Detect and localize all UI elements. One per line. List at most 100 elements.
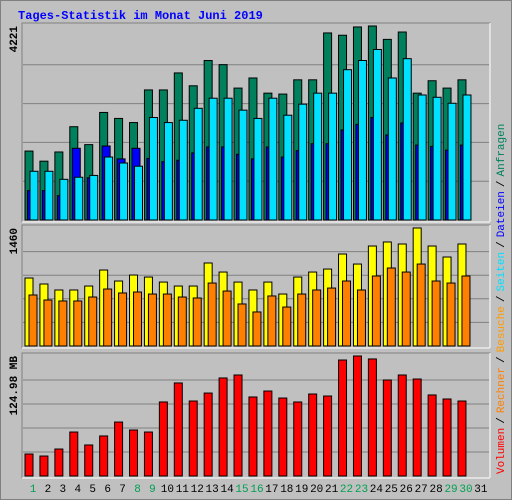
x-tick-label: 29 bbox=[444, 484, 457, 496]
legend-entry: Dateien bbox=[496, 191, 508, 237]
bar bbox=[173, 382, 183, 477]
legend-entry: Besuche bbox=[496, 306, 508, 352]
x-tick-label: 12 bbox=[191, 484, 204, 496]
bar bbox=[356, 289, 366, 347]
bar bbox=[248, 396, 258, 477]
x-tick-label: 22 bbox=[340, 484, 353, 496]
bar bbox=[297, 293, 307, 347]
bar bbox=[29, 170, 39, 221]
legend-separator: / bbox=[496, 180, 508, 187]
y-tick-label: 4221 bbox=[9, 26, 21, 53]
bar bbox=[268, 97, 278, 221]
legend-entry: Seiten bbox=[496, 252, 508, 292]
bar bbox=[457, 400, 467, 477]
bar bbox=[203, 392, 213, 477]
x-tick-label: 18 bbox=[280, 484, 293, 496]
x-tick-label: 7 bbox=[119, 484, 126, 496]
x-tick-label: 6 bbox=[104, 484, 111, 496]
bar bbox=[293, 401, 303, 477]
x-tick-label: 3 bbox=[60, 484, 67, 496]
bar bbox=[447, 102, 457, 221]
bar bbox=[28, 294, 38, 347]
bar bbox=[313, 92, 323, 221]
bar bbox=[192, 297, 202, 347]
bar bbox=[129, 429, 139, 477]
x-tick-label: 21 bbox=[325, 484, 339, 496]
bar bbox=[308, 393, 318, 477]
bar bbox=[253, 117, 263, 221]
bar bbox=[342, 280, 352, 347]
bar bbox=[39, 455, 49, 477]
bar bbox=[24, 453, 34, 477]
bar bbox=[238, 109, 248, 221]
bar bbox=[402, 58, 412, 221]
bar bbox=[233, 374, 243, 477]
y-tick-label: 1460 bbox=[9, 228, 21, 254]
bar bbox=[148, 117, 158, 221]
bar bbox=[372, 48, 382, 221]
x-tick-label: 8 bbox=[134, 484, 141, 496]
bar bbox=[278, 397, 288, 477]
bar bbox=[118, 292, 128, 347]
x-tick-label: 19 bbox=[295, 484, 308, 496]
bar bbox=[162, 293, 172, 347]
bar bbox=[357, 60, 367, 221]
x-tick-label: 24 bbox=[370, 484, 384, 496]
bar bbox=[343, 69, 353, 221]
bar bbox=[114, 421, 124, 477]
x-tick-label: 28 bbox=[430, 484, 443, 496]
x-tick-label: 13 bbox=[206, 484, 219, 496]
bar bbox=[54, 448, 64, 477]
x-tick-label: 9 bbox=[149, 484, 156, 496]
bar bbox=[416, 263, 426, 347]
legend-entry: Anfragen bbox=[496, 124, 508, 177]
bar bbox=[462, 94, 472, 221]
bar bbox=[446, 282, 456, 347]
bar bbox=[43, 299, 53, 347]
bar bbox=[223, 97, 233, 221]
legend-entry: Volumen bbox=[496, 428, 508, 474]
bar bbox=[367, 358, 377, 477]
bar bbox=[417, 94, 427, 221]
bar bbox=[69, 431, 79, 477]
bar bbox=[74, 176, 84, 221]
bar bbox=[401, 271, 411, 347]
bar bbox=[193, 107, 203, 221]
bar bbox=[143, 431, 153, 477]
x-tick-label: 4 bbox=[74, 484, 81, 496]
bar bbox=[431, 280, 441, 347]
bar bbox=[218, 377, 228, 477]
bar bbox=[58, 300, 68, 347]
x-tick-label: 23 bbox=[355, 484, 368, 496]
bar bbox=[84, 444, 94, 477]
bar bbox=[387, 77, 397, 221]
x-tick-label: 11 bbox=[176, 484, 190, 496]
legend-separator: / bbox=[496, 417, 508, 424]
bar bbox=[177, 296, 187, 347]
bar bbox=[119, 162, 129, 221]
x-tick-label: 14 bbox=[220, 484, 234, 496]
bar bbox=[461, 275, 471, 347]
bar bbox=[412, 378, 422, 477]
bar bbox=[263, 390, 273, 477]
bar bbox=[222, 290, 232, 347]
bar bbox=[323, 395, 333, 477]
x-tick-label: 1 bbox=[30, 484, 37, 496]
bar bbox=[59, 178, 69, 221]
bar bbox=[178, 119, 188, 221]
bar bbox=[252, 311, 262, 347]
x-tick-label: 15 bbox=[235, 484, 248, 496]
x-tick-label: 2 bbox=[45, 484, 52, 496]
bar bbox=[147, 293, 157, 347]
bar bbox=[208, 97, 218, 221]
bar bbox=[99, 435, 109, 477]
bar bbox=[312, 289, 322, 347]
y-tick-label: 124.98 MB bbox=[9, 356, 21, 416]
legend: Volumen / Rechner / Besuche / Seiten / Dateien / A… bbox=[496, 124, 508, 474]
bar bbox=[397, 374, 407, 477]
bar bbox=[382, 379, 392, 477]
bar bbox=[133, 291, 143, 347]
legend-entry: Rechner bbox=[496, 367, 508, 413]
bar bbox=[188, 400, 198, 477]
bar bbox=[103, 288, 113, 347]
